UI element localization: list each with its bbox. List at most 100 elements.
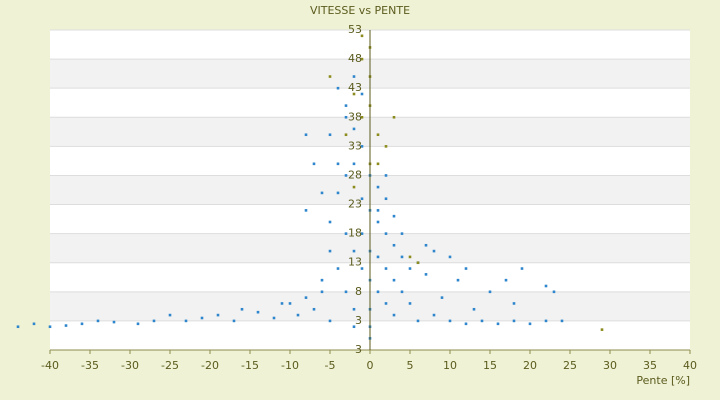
point: [512, 319, 516, 323]
point: [384, 145, 388, 148]
point: [112, 320, 116, 324]
y-tick-label: 53: [348, 23, 362, 36]
point: [288, 302, 292, 305]
point: [408, 302, 412, 305]
point: [464, 322, 468, 326]
x-tick-label: 25: [563, 359, 577, 372]
point: [376, 290, 380, 294]
point: [328, 133, 332, 137]
point: [392, 243, 396, 247]
point: [344, 133, 348, 137]
y-tick-label: 3: [355, 343, 362, 356]
x-tick-label: -10: [281, 359, 299, 372]
x-tick-label: 30: [603, 359, 617, 372]
x-tick-label: 10: [443, 359, 457, 372]
point: [96, 319, 100, 323]
point: [400, 290, 404, 294]
point: [360, 92, 364, 96]
point: [360, 145, 364, 148]
point: [376, 133, 380, 137]
point: [344, 104, 348, 107]
y-tick-label: 33: [348, 139, 362, 152]
point: [360, 57, 364, 61]
point: [400, 255, 404, 259]
point: [312, 307, 316, 311]
point: [336, 86, 340, 90]
point: [384, 267, 388, 270]
point: [352, 75, 356, 78]
point: [376, 209, 380, 212]
point: [416, 319, 420, 323]
y-tick-label: 13: [348, 256, 362, 269]
x-tick-label: -20: [201, 359, 219, 372]
point: [328, 319, 332, 323]
x-tick-label: -35: [81, 359, 99, 372]
point: [184, 319, 188, 323]
point: [544, 284, 548, 288]
point: [384, 174, 388, 177]
point: [352, 127, 356, 131]
point: [472, 307, 476, 311]
x-tick-label: -40: [41, 359, 59, 372]
point: [216, 313, 220, 317]
point: [200, 316, 204, 320]
point: [448, 255, 452, 259]
point: [376, 255, 380, 259]
point: [352, 185, 356, 189]
point: [544, 319, 548, 323]
point: [512, 302, 516, 305]
point: [360, 267, 364, 270]
point: [376, 185, 380, 189]
point: [464, 267, 468, 270]
point: [408, 267, 412, 270]
y-tick-label: 48: [348, 52, 362, 65]
point: [320, 278, 324, 282]
point: [312, 162, 316, 166]
point: [392, 278, 396, 282]
point: [432, 313, 436, 317]
point: [320, 191, 324, 195]
x-tick-label: 15: [483, 359, 497, 372]
point: [520, 267, 524, 270]
point: [304, 209, 308, 212]
point: [336, 267, 340, 270]
point: [272, 316, 276, 320]
x-tick-label: 20: [523, 359, 537, 372]
point: [424, 273, 428, 276]
y-tick-label: 38: [348, 110, 362, 123]
point: [360, 232, 364, 235]
point: [344, 115, 348, 119]
point: [360, 197, 364, 201]
point: [296, 313, 300, 317]
point: [280, 302, 284, 305]
point: [384, 197, 388, 201]
point: [328, 220, 332, 224]
point: [600, 328, 604, 331]
x-tick-label: 5: [407, 359, 414, 372]
point: [408, 255, 412, 259]
chart-title: VITESSE vs PENTE: [310, 4, 410, 17]
point: [416, 261, 420, 265]
point: [328, 75, 332, 78]
point: [456, 278, 460, 282]
point: [48, 325, 52, 329]
point: [328, 249, 332, 253]
point: [240, 307, 244, 311]
point: [344, 232, 348, 235]
point: [232, 319, 236, 323]
point: [400, 232, 404, 235]
point: [344, 290, 348, 294]
x-tick-label: -5: [325, 359, 336, 372]
point: [152, 319, 156, 323]
point: [16, 325, 20, 329]
point: [304, 296, 308, 299]
point: [64, 324, 68, 327]
point: [304, 133, 308, 137]
x-tick-label: 40: [683, 359, 697, 372]
point: [352, 249, 356, 253]
point: [384, 302, 388, 305]
x-tick-label: -25: [161, 359, 179, 372]
point: [336, 162, 340, 166]
point: [480, 319, 484, 323]
